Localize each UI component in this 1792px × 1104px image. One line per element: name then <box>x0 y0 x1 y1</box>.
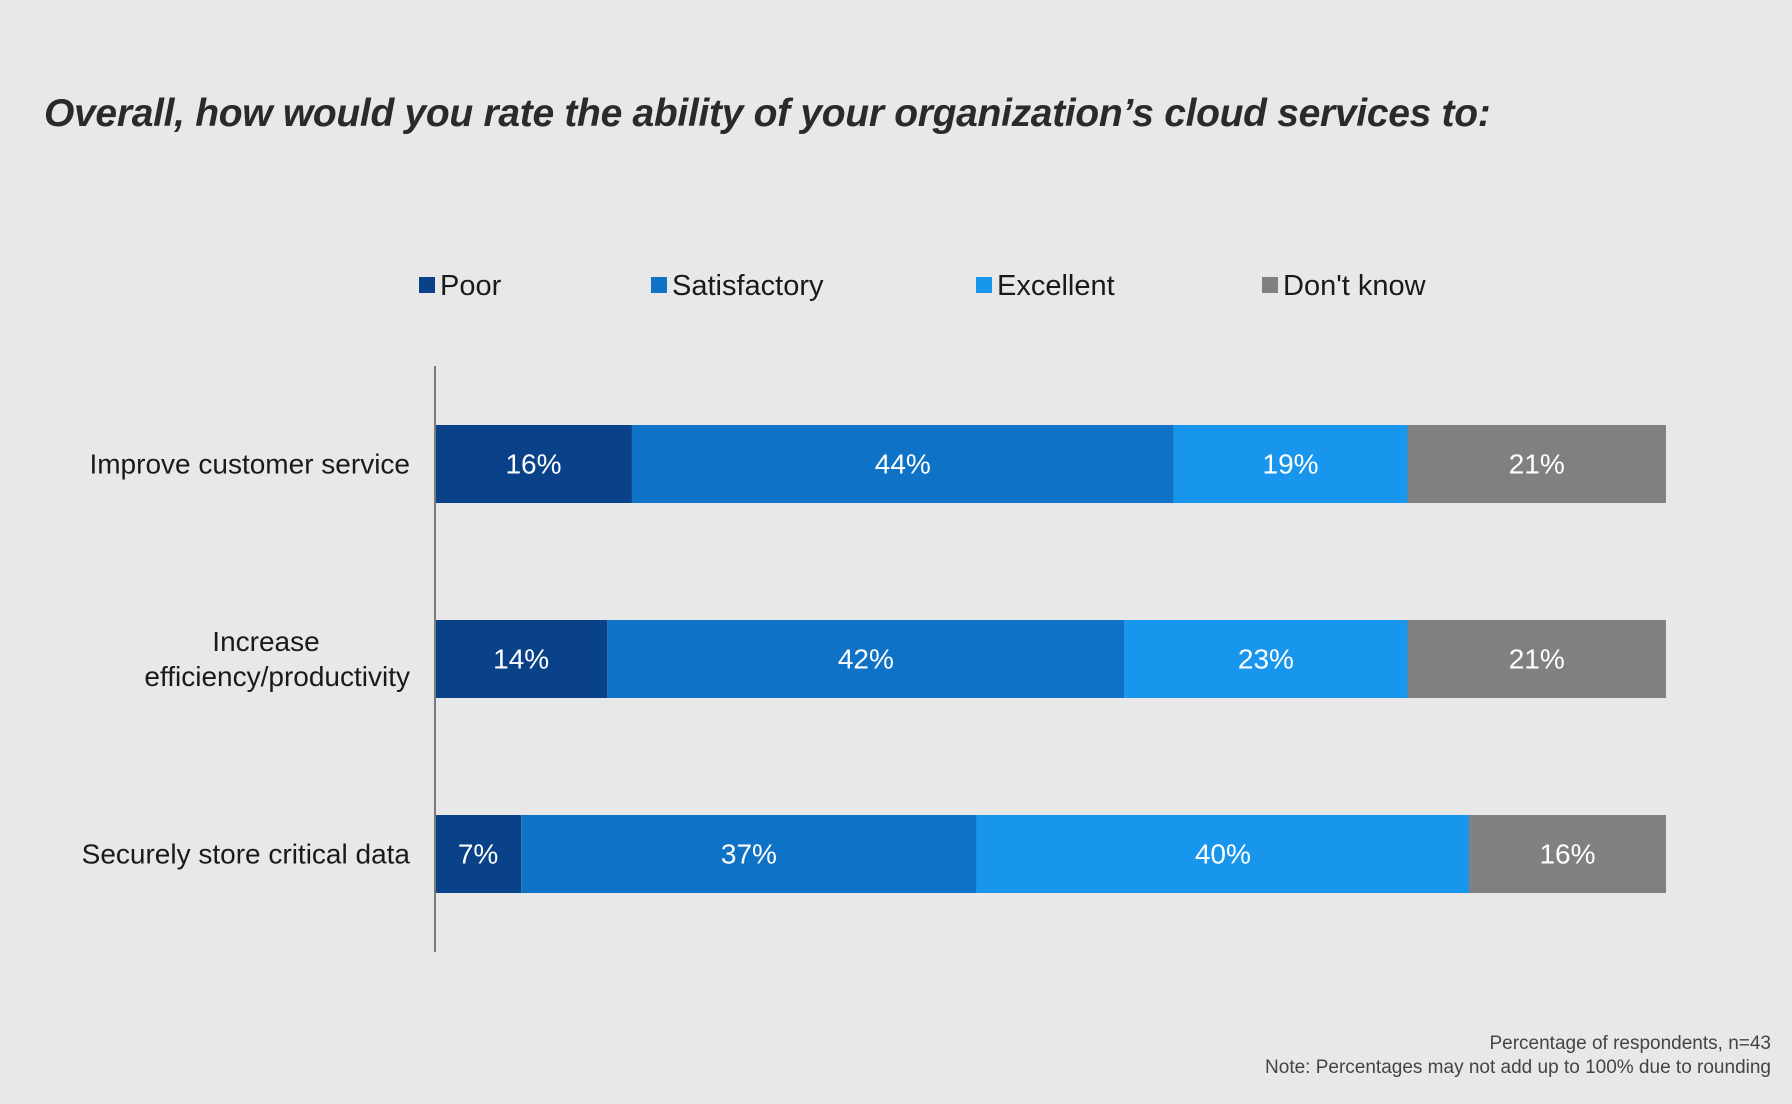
bar-segment <box>607 620 1125 698</box>
bar-segment <box>1407 425 1666 503</box>
bar-segment <box>521 815 977 893</box>
bar-segment <box>435 620 608 698</box>
category-label: efficiency/productivity <box>144 661 410 692</box>
data-label: 42% <box>838 644 894 675</box>
data-label: 14% <box>493 644 549 675</box>
legend-label: Excellent <box>997 270 1115 302</box>
bar-segment <box>1173 425 1408 503</box>
category-label: Increase <box>212 626 319 657</box>
data-label: 23% <box>1238 644 1294 675</box>
legend-label: Poor <box>440 270 502 302</box>
category-label: Securely store critical data <box>82 839 411 870</box>
data-label: 21% <box>1509 644 1565 675</box>
category-label: Improve customer service <box>89 449 410 480</box>
chart-title: Overall, how would you rate the ability … <box>44 92 1491 135</box>
bar-segment <box>631 425 1174 503</box>
bar-segment <box>1124 620 1408 698</box>
bar-segment <box>1407 620 1666 698</box>
legend-label: Satisfactory <box>672 270 824 302</box>
bar-segment <box>435 425 632 503</box>
data-label: 40% <box>1195 839 1251 870</box>
data-label: 16% <box>505 449 561 480</box>
data-label: 19% <box>1263 449 1319 480</box>
bar-segment <box>1469 815 1666 893</box>
data-label: 44% <box>875 449 931 480</box>
rounding-note: Note: Percentages may not add up to 100%… <box>1265 1057 1771 1078</box>
bar-segment <box>976 815 1470 893</box>
legend-swatch-don-t-know <box>1262 277 1278 293</box>
chart-footnote: Percentage of respondents, n=43 Note: Pe… <box>1265 1032 1771 1080</box>
legend-swatch-satisfactory <box>651 277 667 293</box>
bar-segment <box>435 815 522 893</box>
data-label: 16% <box>1539 839 1595 870</box>
legend-swatch-excellent <box>976 277 992 293</box>
data-label: 7% <box>458 839 498 870</box>
respondents-note: Percentage of respondents, n=43 <box>1489 1033 1771 1054</box>
data-label: 21% <box>1509 449 1565 480</box>
legend-label: Don't know <box>1283 270 1427 302</box>
legend-swatch-poor <box>419 277 435 293</box>
data-label: 37% <box>721 839 777 870</box>
